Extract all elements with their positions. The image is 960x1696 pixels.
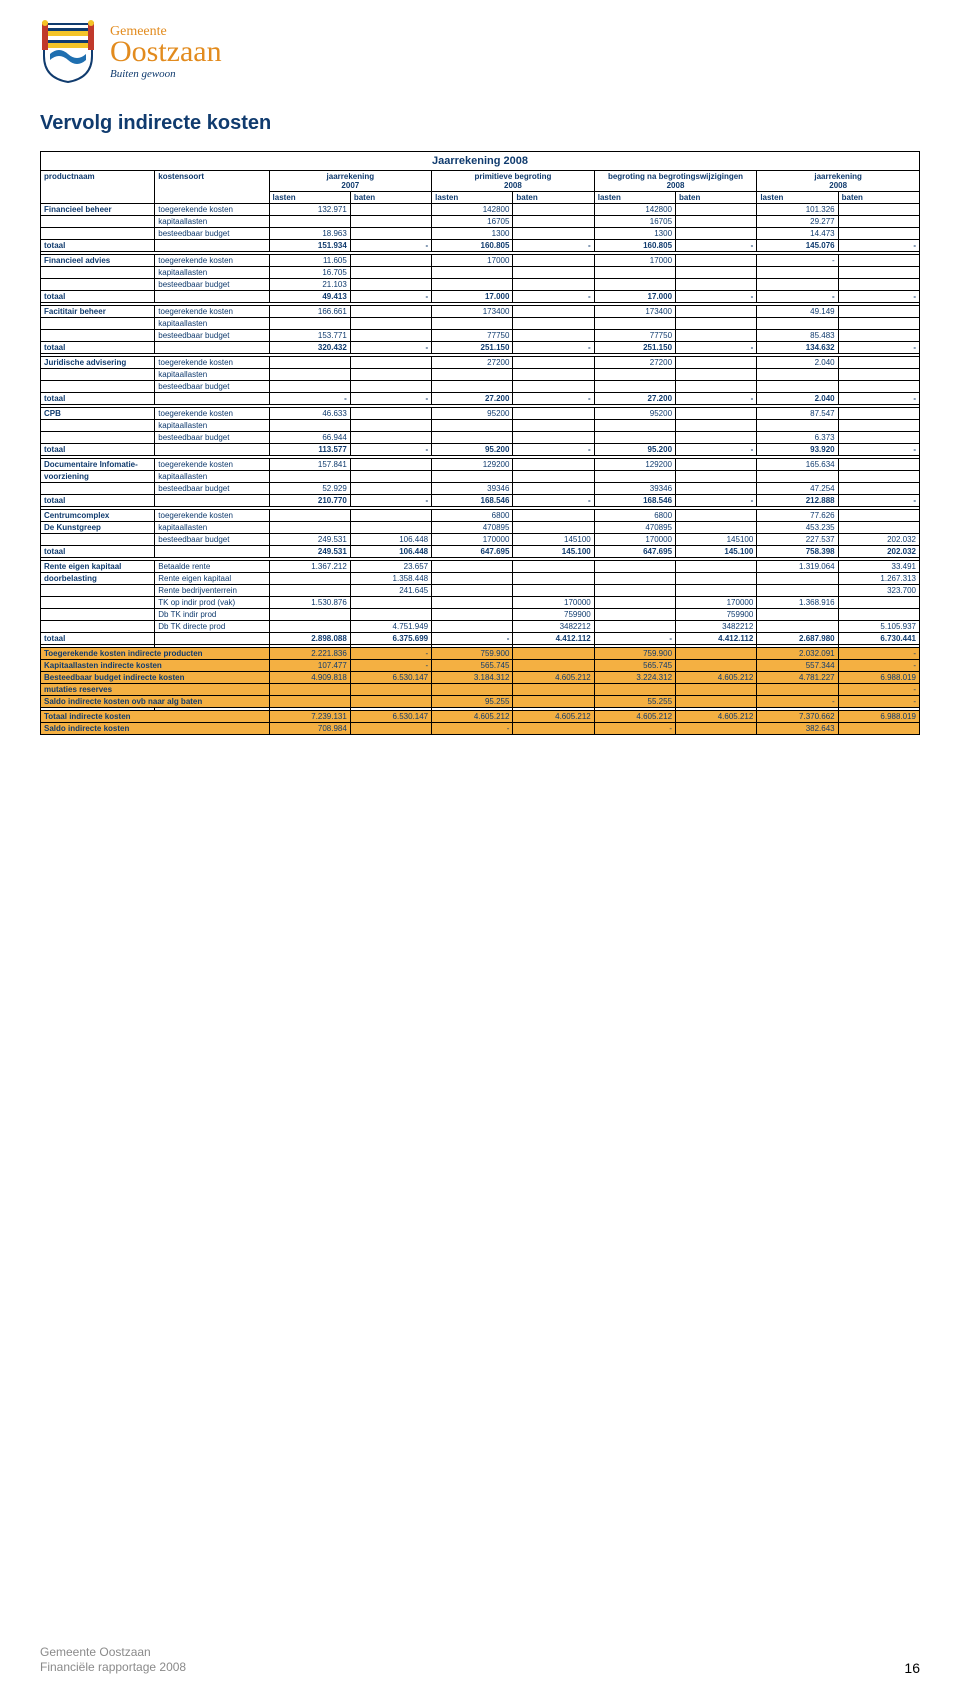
table-row: Centrumcomplextoegerekende kosten6800680… xyxy=(41,510,920,522)
table-row: Financieel adviestoegerekende kosten11.6… xyxy=(41,255,920,267)
table-row: totaal320.432-251.150-251.150-134.632- xyxy=(41,342,920,354)
col-lasten: lasten xyxy=(757,192,838,204)
table-row: doorbelastingRente eigen kapitaal1.358.4… xyxy=(41,573,920,585)
col-lasten: lasten xyxy=(269,192,350,204)
table-body: Financieel beheertoegerekende kosten132.… xyxy=(41,204,920,735)
table-row: kapitaallasten16.705 xyxy=(41,267,920,279)
table-row: Financieel beheertoegerekende kosten132.… xyxy=(41,204,920,216)
row-total-label: totaal xyxy=(41,291,155,303)
col-lasten: lasten xyxy=(432,192,513,204)
table-row: totaal249.531106.448647.695145.100647.69… xyxy=(41,546,920,558)
table-row: totaal2.898.0886.375.699-4.412.112-4.412… xyxy=(41,633,920,645)
row-total-label: totaal xyxy=(41,342,155,354)
table-row: totaal49.413-17.000-17.000--- xyxy=(41,291,920,303)
table-row: totaal--27.200-27.200-2.040- xyxy=(41,393,920,405)
table-row: Juridische adviseringtoegerekende kosten… xyxy=(41,357,920,369)
grand-total-row: Totaal indirecte kosten7.239.1316.530.14… xyxy=(41,711,920,723)
col-lasten: lasten xyxy=(594,192,675,204)
table-row: besteedbaar budget66.9446.373 xyxy=(41,432,920,444)
table-row: voorzieningkapitaallasten xyxy=(41,471,920,483)
summary-row: Kapitaallasten indirecte kosten107.477-5… xyxy=(41,660,920,672)
col-baten: baten xyxy=(838,192,919,204)
table-row: totaal113.577-95.200-95.200-93.920- xyxy=(41,444,920,456)
group-jaarrekening-2007: jaarrekening2007 xyxy=(269,171,432,192)
municipal-crest-icon xyxy=(40,20,96,84)
row-total-label: totaal xyxy=(41,633,155,645)
table-row: kapitaallasten xyxy=(41,318,920,330)
row-total-label: totaal xyxy=(41,240,155,252)
row-total-label: totaal xyxy=(41,495,155,507)
group-primitieve-begroting: primitieve begroting2008 xyxy=(432,171,595,192)
page-title: Vervolg indirecte kosten xyxy=(40,112,920,135)
row-total-label: totaal xyxy=(41,444,155,456)
summary-row: mutaties reserves- xyxy=(41,684,920,696)
footer-page-number: 16 xyxy=(904,1660,920,1676)
table-header: productnaam kostensoort jaarrekening2007… xyxy=(41,171,920,204)
table-row: besteedbaar budget21.103 xyxy=(41,279,920,291)
table-row: kapitaallasten xyxy=(41,420,920,432)
footer-line2: Financiële rapportage 2008 xyxy=(40,1660,186,1676)
footer-line1: Gemeente Oostzaan xyxy=(40,1645,186,1661)
col-kostensoort: kostensoort xyxy=(155,171,269,204)
table-row: totaal151.934-160.805-160.805-145.076- xyxy=(41,240,920,252)
row-total-label: totaal xyxy=(41,393,155,405)
table-row: Facititair beheertoegerekende kosten166.… xyxy=(41,306,920,318)
table-row: CPBtoegerekende kosten46.633952009520087… xyxy=(41,408,920,420)
group-begroting-wijzigingen: begroting na begrotingswijzigingen2008 xyxy=(594,171,757,192)
col-baten: baten xyxy=(676,192,757,204)
table-row: TK op indir prod (vak)1.530.876170000170… xyxy=(41,597,920,609)
summary-row: Toegerekende kosten indirecte producten2… xyxy=(41,648,920,660)
table-row: totaal210.770-168.546-168.546-212.888- xyxy=(41,495,920,507)
table-row: Rente bedrijventerrein241.645323.700 xyxy=(41,585,920,597)
summary-row: Saldo indirecte kosten ovb naar alg bate… xyxy=(41,696,920,708)
table-row: kapitaallasten xyxy=(41,369,920,381)
table-row: Documentaire Infomatie-toegerekende kost… xyxy=(41,459,920,471)
table-row: besteedbaar budget xyxy=(41,381,920,393)
summary-row: Besteedbaar budget indirecte kosten4.909… xyxy=(41,672,920,684)
table-row: besteedbaar budget52.929393463934647.254 xyxy=(41,483,920,495)
table-row: De Kunstgreepkapitaallasten4708954708954… xyxy=(41,522,920,534)
col-baten: baten xyxy=(350,192,431,204)
col-baten: baten xyxy=(513,192,594,204)
header-logo-row: Gemeente Oostzaan Buiten gewoon xyxy=(40,20,920,84)
group-jaarrekening-2008: jaarrekening2008 xyxy=(757,171,920,192)
table-row: besteedbaar budget249.531106.44817000014… xyxy=(41,534,920,546)
table-title: Jaarrekening 2008 xyxy=(40,151,920,171)
table-row: Db TK indir prod759900759900 xyxy=(41,609,920,621)
grand-total-row: Saldo indirecte kosten708.984--382.643 xyxy=(41,723,920,735)
table-row: Rente eigen kapitaalBetaalde rente1.367.… xyxy=(41,561,920,573)
table-row: besteedbaar budget18.9631300130014.473 xyxy=(41,228,920,240)
col-productnaam: productnaam xyxy=(41,171,155,204)
page-footer: Gemeente Oostzaan Financiële rapportage … xyxy=(40,1645,920,1676)
table-row: kapitaallasten167051670529.277 xyxy=(41,216,920,228)
row-total-label: totaal xyxy=(41,546,155,558)
brand-text: Gemeente Oostzaan Buiten gewoon xyxy=(110,25,222,80)
brand-name: Oostzaan xyxy=(110,37,222,67)
financial-table: productnaam kostensoort jaarrekening2007… xyxy=(40,170,920,735)
brand-tagline: Buiten gewoon xyxy=(110,69,222,80)
table-row: Db TK directe prod4.751.9493482212348221… xyxy=(41,621,920,633)
table-row: besteedbaar budget153.771777507775085.48… xyxy=(41,330,920,342)
